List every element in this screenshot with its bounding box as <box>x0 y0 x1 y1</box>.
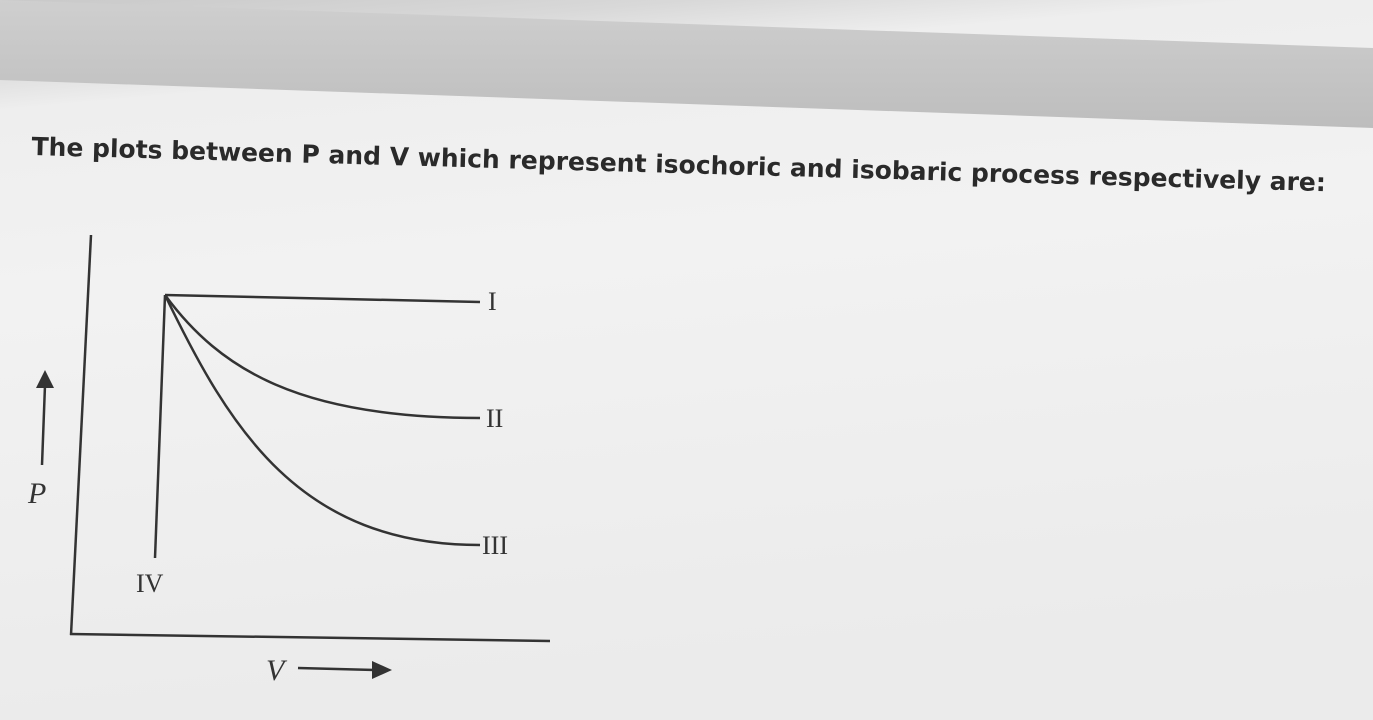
p-arrowhead <box>36 370 54 388</box>
curve-label: II <box>486 404 503 433</box>
curve-i <box>164 293 481 304</box>
curve-label: III <box>482 531 508 560</box>
x-axis-label: V <box>266 654 288 687</box>
y-axis-label: P <box>27 477 46 510</box>
p-arrow <box>40 384 47 466</box>
curve-iv <box>153 294 167 559</box>
curve-label: IV <box>136 569 164 598</box>
v-arrow <box>297 666 376 672</box>
v-arrowhead <box>372 661 392 679</box>
curve-ii <box>163 294 481 420</box>
curve-label: I <box>488 287 497 316</box>
x-axis <box>69 632 551 643</box>
curve-iii <box>163 294 481 547</box>
y-axis <box>69 234 93 636</box>
